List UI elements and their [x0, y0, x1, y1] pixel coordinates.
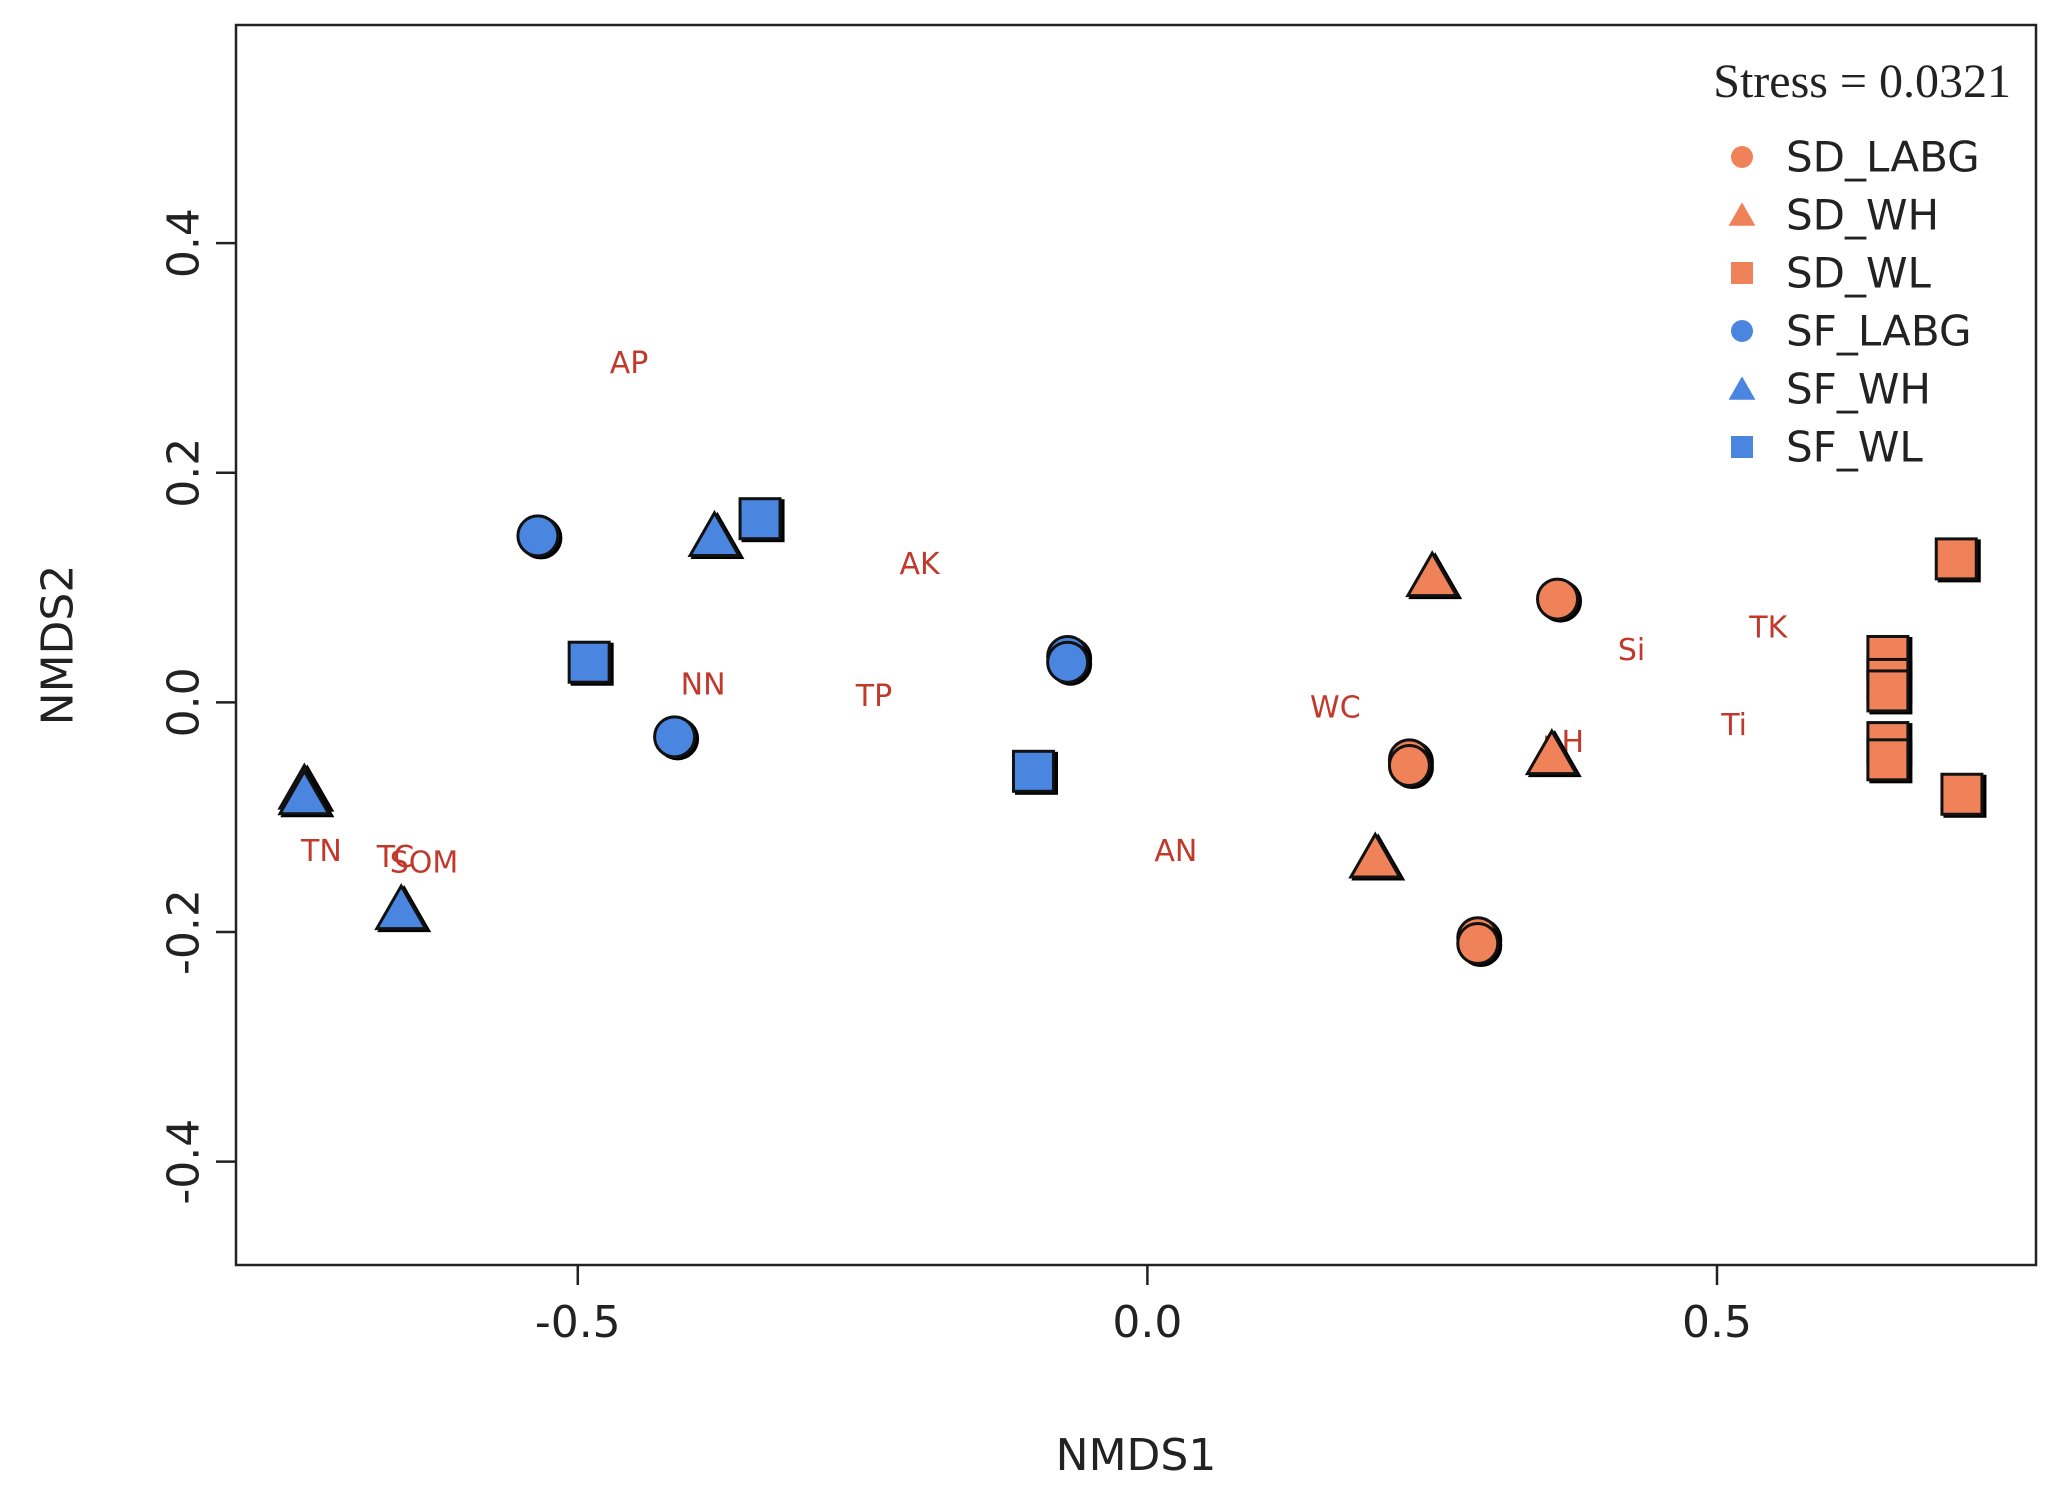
env-label-wc: WC: [1310, 691, 1361, 726]
point-sd_labg: [1456, 922, 1500, 966]
env-label-nn: NN: [681, 668, 726, 703]
legend-label-sf_wh: SF_WH: [1786, 365, 1931, 414]
y-tick-label: 0.4: [159, 208, 210, 278]
legend-symbol-sd_wh: [1728, 202, 1756, 226]
point-sf_labg: [653, 715, 697, 759]
point-sf_wl: [567, 640, 611, 684]
point-sd_wl: [1934, 537, 1978, 581]
point-sf_wh: [374, 883, 429, 931]
legend-symbol-sd_labg: [1731, 146, 1753, 168]
point-sf_wh: [277, 768, 332, 816]
env-label-an: AN: [1154, 834, 1197, 869]
legend-symbol-sf_labg: [1731, 320, 1753, 342]
x-axis-title: NMDS1: [1056, 1430, 1217, 1481]
legend-label-sd_labg: SD_LABG: [1786, 133, 1980, 182]
point-sf_wl: [738, 497, 782, 541]
plot-frame: [234, 23, 2038, 1267]
env-label-ti: Ti: [1720, 708, 1747, 743]
y-axis-title: NMDS2: [33, 565, 84, 726]
y-axis: -0.4 -0.2 0.0 0.2 0.4: [159, 208, 236, 1205]
point-sd_labg: [1536, 577, 1580, 621]
env-label-ap: AP: [610, 346, 649, 381]
point-sd_wl: [1940, 772, 1984, 816]
point-sd_wh: [1348, 831, 1403, 879]
env-label-tk: TK: [1748, 610, 1788, 645]
point-sd_labg: [1387, 744, 1431, 788]
x-axis: -0.5 0.0 0.5: [535, 1265, 1752, 1348]
legend-symbol-sf_wl: [1731, 436, 1753, 458]
env-label-tp: TP: [855, 679, 892, 714]
legend-label-sf_labg: SF_LABG: [1786, 307, 1972, 356]
point-sd_wh: [1405, 550, 1460, 598]
point-sf_wh: [687, 509, 742, 557]
legend-symbol-sd_wl: [1731, 262, 1753, 284]
y-tick-label: -0.4: [159, 1119, 210, 1205]
legend: SD_LABG SD_WH SD_WL SF_LABG SF_WH SF_WL: [1728, 133, 1980, 472]
legend-symbol-sf_wh: [1728, 376, 1756, 400]
data-points: [277, 497, 1987, 968]
legend-label-sf_wl: SF_WL: [1786, 423, 1923, 472]
point-sf_labg: [516, 514, 560, 558]
legend-label-sd_wh: SD_WH: [1786, 191, 1939, 240]
x-tick-label: 0.5: [1682, 1297, 1752, 1348]
stress-value: Stress = 0.0321: [1713, 55, 2011, 108]
env-label-tn: TN: [300, 834, 342, 869]
point-sf_labg: [1046, 640, 1090, 684]
point-sd_wl: [1866, 738, 1910, 782]
x-tick-label: 0.0: [1112, 1297, 1182, 1348]
point-sd_wl: [1866, 669, 1910, 713]
point-sf_wl: [1011, 749, 1055, 793]
point-sd_wh: [1524, 728, 1579, 776]
legend-label-sd_wl: SD_WL: [1786, 249, 1932, 298]
y-tick-label: 0.2: [159, 438, 210, 508]
env-label-si: Si: [1618, 633, 1645, 668]
env-label-som: SOM: [390, 846, 459, 881]
y-tick-label: 0.0: [159, 667, 210, 737]
env-label-tc: TC: [376, 840, 415, 875]
env-label-ak: AK: [899, 547, 941, 582]
x-tick-label: -0.5: [535, 1297, 621, 1348]
y-tick-label: -0.2: [159, 889, 210, 975]
